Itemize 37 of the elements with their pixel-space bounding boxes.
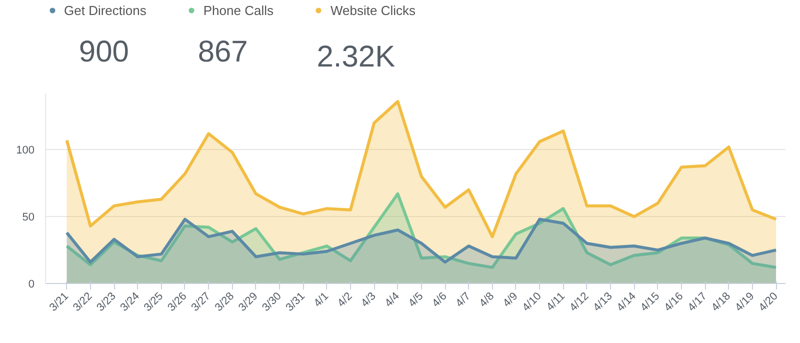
text: 867 [198,36,248,68]
legend-label: Phone Calls [203,2,274,18]
text: 2.32K [316,40,396,74]
x-tick-label: 3/31 [284,290,308,314]
x-tick-label: 4/8 [477,290,497,310]
x-tick-label: 4/3 [359,290,378,310]
x-tick-label: 3/21 [47,290,72,314]
x-tick-label: 4/1 [312,290,332,310]
y-tick-label: 50 [22,212,35,224]
x-tick-label: 4/16 [662,290,686,314]
y-tick-label: 0 [28,278,35,290]
legend-label: Get Directions [64,2,146,18]
x-tick-label: 4/4 [382,290,402,310]
legend-label: Website Clicks [330,2,416,18]
x-tick-label: 4/13 [591,290,615,314]
x-tick-label: 3/26 [166,290,190,314]
x-tick-label: 4/9 [500,290,520,310]
x-tick-label: 4/20 [756,290,780,314]
x-tick-label: 4/14 [614,290,638,314]
x-tick-label: 4/12 [568,290,592,314]
y-tick-label: 100 [16,144,35,157]
x-tick-label: 3/24 [118,290,142,314]
x-tick-label: 3/23 [94,290,118,314]
x-tick-label: 4/6 [430,290,450,310]
x-tick-label: 4/15 [638,290,662,314]
text: 900 [78,36,129,68]
x-tick-label: 3/22 [71,290,95,314]
x-tick-label: 3/29 [236,290,260,314]
x-tick-label: 4/11 [544,290,568,314]
x-tick-label: 4/5 [406,290,426,310]
x-tick-label: 4/7 [454,290,473,310]
x-tick-label: 4/10 [520,290,544,314]
x-tick-label: 4/18 [709,290,734,314]
x-tick-label: 4/19 [733,290,757,314]
x-tick-label: 3/30 [260,290,284,314]
x-tick-label: 3/28 [212,290,237,314]
x-tick-label: 4/2 [335,290,355,310]
